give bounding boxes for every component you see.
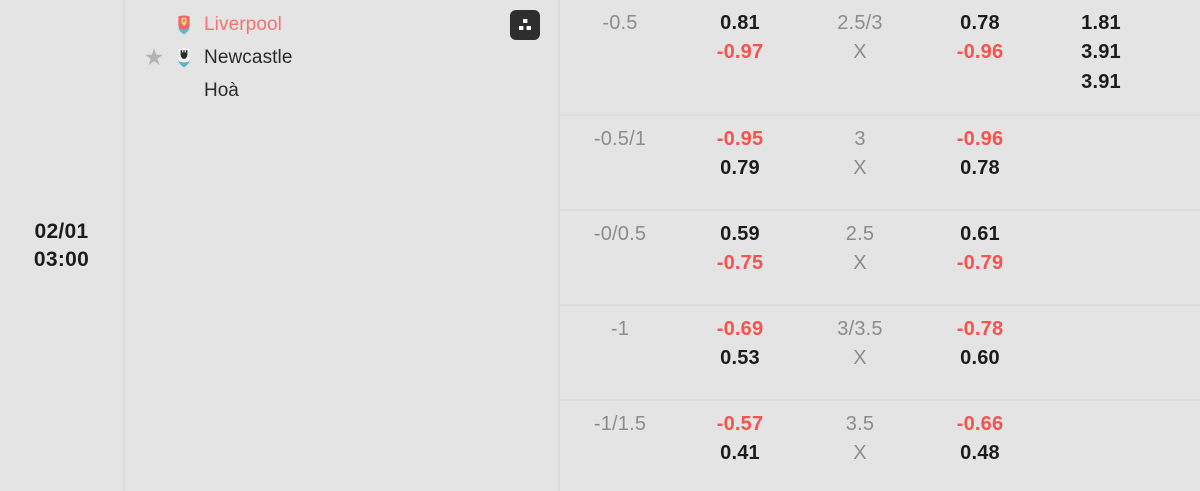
ou-over-odd[interactable]: -0.96 <box>956 128 1004 150</box>
odds-row: -0.5/1 -0.95 0.79 3 X -0.96 0.78 <box>560 116 1200 211</box>
ou-under-odd[interactable]: -0.79 <box>956 252 1004 275</box>
draw-label: Hoà <box>204 79 239 101</box>
ou-over-odd[interactable]: -0.66 <box>956 413 1004 435</box>
newcastle-crest-icon <box>173 47 195 69</box>
handicap-odds-cell: -0.95 0.79 <box>680 125 800 184</box>
handicap-away-odd[interactable]: 0.41 <box>720 442 760 465</box>
moneyline-cell: 1.81 3.91 3.91 <box>1040 9 1162 97</box>
odds-row: -1 -0.69 0.53 3/3.5 X -0.78 0.60 <box>560 306 1200 401</box>
ou-under-odd[interactable]: 0.78 <box>960 157 1000 180</box>
liverpool-crest-icon <box>173 14 195 36</box>
match-datetime-cell: 02/01 03:00 <box>0 0 125 491</box>
odds-row: -0.5 0.81 -0.97 2.5/3 X 0.78 -0.96 1.81 … <box>560 0 1200 116</box>
home-team-row: Liverpool <box>125 8 558 41</box>
odds-row: -0/0.5 0.59 -0.75 2.5 X 0.61 -0.79 <box>560 211 1200 306</box>
handicap-odds-cell: 0.81 -0.97 <box>680 9 800 68</box>
match-date: 02/01 <box>34 219 89 243</box>
ou-over-odd[interactable]: -0.78 <box>956 318 1004 340</box>
handicap-home-odd[interactable]: 0.59 <box>720 223 760 245</box>
ou-line: 3.5 <box>845 413 875 435</box>
odds-cell: -0.5 0.81 -0.97 2.5/3 X 0.78 -0.96 1.81 … <box>560 0 1200 491</box>
handicap-away-odd[interactable]: -0.75 <box>716 252 764 275</box>
ou-over-odd[interactable]: 0.78 <box>960 12 1000 34</box>
handicap-away-odd[interactable]: 0.53 <box>720 347 760 370</box>
ou-line-cell: 3/3.5 X <box>800 315 920 374</box>
home-team-name[interactable]: Liverpool <box>204 13 283 35</box>
ou-line: 2.5/3 <box>837 12 883 34</box>
handicap-line: -0/0.5 <box>593 223 647 245</box>
handicap-odds-cell: -0.57 0.41 <box>680 410 800 469</box>
grid-view-icon[interactable] <box>510 10 540 40</box>
ou-line: 2.5 <box>845 223 875 245</box>
ou-line: 3/3.5 <box>837 318 883 340</box>
ou-line-cell: 3 X <box>800 125 920 184</box>
handicap-line: -0.5/1 <box>593 128 647 150</box>
handicap-away-odd[interactable]: -0.97 <box>716 41 764 64</box>
ou-under-odd[interactable]: 0.60 <box>960 347 1000 370</box>
ou-under-odd[interactable]: -0.96 <box>956 41 1004 64</box>
moneyline-away-odd[interactable]: 3.91 <box>1081 70 1121 93</box>
moneyline-draw-odd[interactable]: 3.91 <box>1081 41 1121 64</box>
teams-cell: Liverpool ★ Newcastle Hoà <box>125 0 560 491</box>
ou-x-marker: X <box>853 41 867 64</box>
ou-x-marker: X <box>853 157 867 180</box>
ou-odds-cell: -0.96 0.78 <box>920 125 1040 184</box>
ou-odds-cell: -0.78 0.60 <box>920 315 1040 374</box>
ou-under-odd[interactable]: 0.48 <box>960 442 1000 465</box>
ou-x-marker: X <box>853 442 867 465</box>
odds-row: -1/1.5 -0.57 0.41 3.5 X -0.66 0.48 <box>560 401 1200 491</box>
handicap-home-odd[interactable]: -0.57 <box>716 413 764 435</box>
handicap-line-cell: -0.5/1 <box>560 125 680 154</box>
away-team-name[interactable]: Newcastle <box>204 46 293 68</box>
handicap-home-odd[interactable]: 0.81 <box>720 12 760 34</box>
handicap-line-cell: -0/0.5 <box>560 220 680 249</box>
match-time: 03:00 <box>33 247 90 271</box>
handicap-home-odd[interactable]: -0.69 <box>716 318 764 340</box>
ou-line-cell: 2.5/3 X <box>800 9 920 68</box>
handicap-odds-cell: -0.69 0.53 <box>680 315 800 374</box>
ou-over-odd[interactable]: 0.61 <box>960 223 1000 245</box>
handicap-line-cell: -1 <box>560 315 680 344</box>
ou-line-cell: 2.5 X <box>800 220 920 279</box>
ou-odds-cell: -0.66 0.48 <box>920 410 1040 469</box>
ou-line-cell: 3.5 X <box>800 410 920 469</box>
draw-row: Hoà <box>125 74 558 107</box>
ou-x-marker: X <box>853 252 867 275</box>
handicap-line-cell: -0.5 <box>560 9 680 38</box>
handicap-line: -1/1.5 <box>593 413 647 435</box>
handicap-away-odd[interactable]: 0.79 <box>720 157 760 180</box>
star-icon[interactable]: ★ <box>143 44 165 70</box>
handicap-home-odd[interactable]: -0.95 <box>716 128 764 150</box>
handicap-line: -0.5 <box>602 12 638 34</box>
ou-x-marker: X <box>853 347 867 370</box>
moneyline-home-odd[interactable]: 1.81 <box>1081 12 1121 34</box>
ou-odds-cell: 0.78 -0.96 <box>920 9 1040 68</box>
handicap-line: -1 <box>610 318 630 340</box>
ou-odds-cell: 0.61 -0.79 <box>920 220 1040 279</box>
handicap-line-cell: -1/1.5 <box>560 410 680 439</box>
ou-line: 3 <box>854 128 866 150</box>
handicap-odds-cell: 0.59 -0.75 <box>680 220 800 279</box>
favorite-star-slot[interactable]: ★ <box>135 46 173 69</box>
away-team-row: ★ Newcastle <box>125 41 558 74</box>
